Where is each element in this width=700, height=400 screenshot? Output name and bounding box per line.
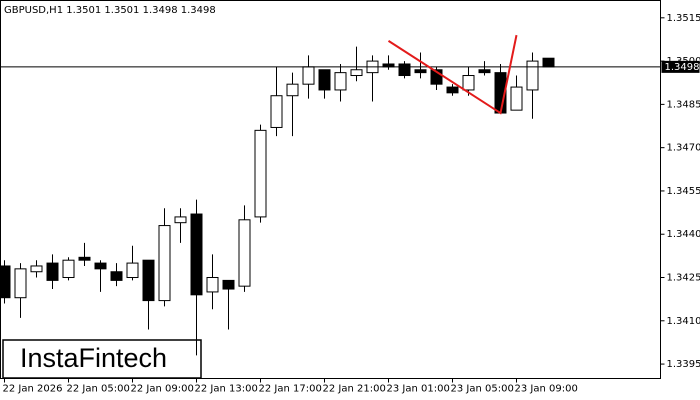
x-tick-label: 22 Jan 05:00 [67,384,130,395]
x-tick-label: 23 Jan 05:00 [451,384,514,395]
y-tick-label: 1.3425 [667,273,700,284]
candle-body [126,262,139,279]
y-tick-label: 1.3470 [667,143,700,154]
candle-body [46,262,59,281]
candle-body [190,213,203,296]
candle-body [94,262,107,270]
candle-body [462,75,475,91]
candle-body [478,69,491,74]
y-tick-label: 1.3440 [667,229,700,240]
candle-body [62,259,75,279]
plot-frame [0,0,661,379]
watermark: InstaFintech [20,343,167,373]
y-tick-label: 1.3515 [667,13,700,24]
candle-body [526,60,539,91]
y-tick-label: 1.3395 [667,359,700,370]
candle-body [110,271,123,281]
last-price-label: 1.3498 [665,62,700,73]
candle-body [286,83,299,97]
x-tick-label: 23 Jan 09:00 [515,384,578,395]
candle-body [78,256,91,261]
candle-body [510,86,523,111]
candle-body [142,259,155,302]
candle-body [430,69,443,85]
candle-body [270,95,283,128]
y-tick-label: 1.3410 [667,316,700,327]
chart-title: GBPUSD,H1 1.3501 1.3501 1.3498 1.3498 [4,5,216,16]
candle-body [30,265,43,273]
candle-body [222,279,235,290]
candle-body [238,219,251,287]
x-tick-label: 22 Jan 09:00 [131,384,194,395]
candle-body [174,216,187,224]
candle-body [302,66,315,85]
candle-body [254,129,267,218]
candle-body [414,69,427,74]
candle-body [334,72,347,91]
y-tick-label: 1.3455 [667,186,700,197]
x-tick-label: 23 Jan 01:00 [387,384,450,395]
candle-body [0,265,11,299]
candle-body [158,225,171,302]
y-tick-label: 1.3485 [667,99,700,110]
candle-body [206,277,219,293]
candle-body [446,86,459,94]
candle-body [350,69,363,77]
pattern-line [387,34,518,115]
candle-body [14,268,27,299]
last-price-box [661,60,700,73]
watermark-box [2,339,202,379]
candle-body [398,63,411,77]
candle-body [318,69,331,91]
x-tick-label: 22 Jan 13:00 [195,384,258,395]
candle-body [542,57,555,68]
x-tick-label: 22 Jan 21:00 [323,384,386,395]
x-tick-label: 22 Jan 2026 [3,384,63,395]
x-tick-label: 22 Jan 17:00 [259,384,322,395]
